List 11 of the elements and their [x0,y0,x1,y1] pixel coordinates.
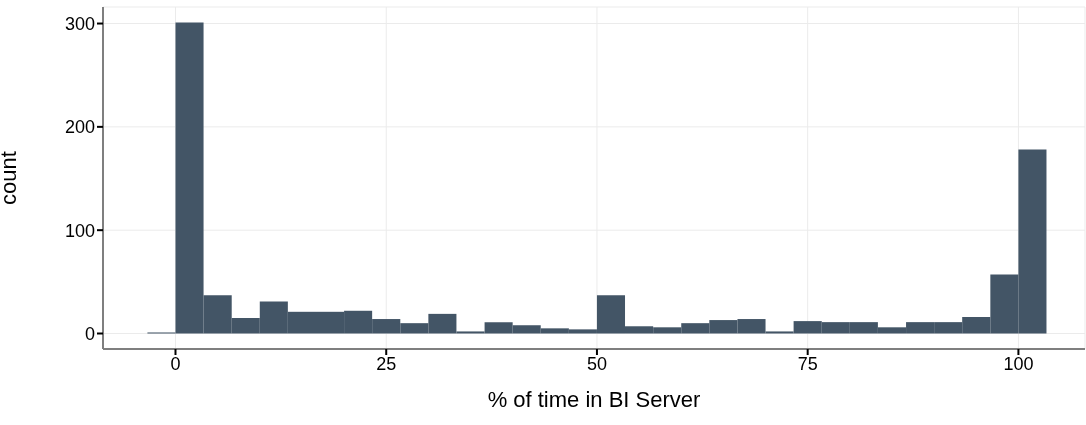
x-tick-label: 75 [797,353,818,374]
y-tick-label: 0 [84,323,95,344]
y-axis-title: count [0,151,21,205]
y-tick-label: 200 [64,117,95,138]
x-tick-label: 100 [1003,353,1034,374]
x-tick-label: 0 [170,353,181,374]
y-tick-label: 100 [64,220,95,241]
x-tick-label: 25 [376,353,397,374]
x-tick-label: 50 [586,353,607,374]
y-tick-label: 300 [64,13,95,34]
x-axis-title: % of time in BI Server [487,386,701,412]
